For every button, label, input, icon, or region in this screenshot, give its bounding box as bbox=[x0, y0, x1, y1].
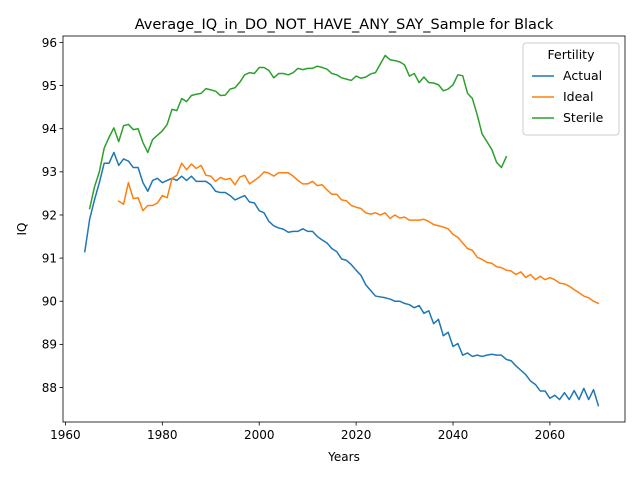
legend-title: Fertility bbox=[548, 47, 596, 62]
axes: 1960 1980 2000 2020 2040 2060 88 89 90 91 92 93 94 95… bbox=[42, 35, 626, 442]
axes-frame bbox=[62, 35, 626, 423]
series-line-sterile bbox=[88, 54, 508, 210]
y-tick-label: 93 bbox=[42, 165, 57, 179]
x-axis-label: Years bbox=[327, 450, 360, 464]
y-tick-label: 96 bbox=[42, 36, 57, 50]
legend: Fertility Actual Ideal Sterile bbox=[522, 42, 620, 136]
x-tick-label: 2000 bbox=[244, 428, 275, 442]
x-tick-label: 2060 bbox=[535, 428, 566, 442]
x-tick-label: 2020 bbox=[341, 428, 372, 442]
y-tick-label: 90 bbox=[42, 295, 57, 309]
y-tick-label: 94 bbox=[42, 122, 57, 136]
chart-title: Average_IQ_in_DO_NOT_HAVE_ANY_SAY_Sample… bbox=[135, 17, 554, 33]
series-line-actual bbox=[83, 151, 600, 407]
y-tick-label: 89 bbox=[42, 338, 57, 352]
x-tick-label: 2040 bbox=[438, 428, 469, 442]
y-axis-label: IQ bbox=[15, 223, 29, 236]
y-tick-label: 95 bbox=[42, 79, 57, 93]
x-tick-label: 1960 bbox=[50, 428, 81, 442]
legend-entry-actual: Actual bbox=[563, 68, 602, 83]
legend-box bbox=[522, 42, 620, 136]
y-tick-label: 88 bbox=[42, 381, 57, 395]
y-tick-label: 92 bbox=[42, 208, 57, 222]
x-tick-label: 1980 bbox=[147, 428, 178, 442]
plot-area bbox=[83, 54, 600, 407]
legend-entry-ideal: Ideal bbox=[563, 89, 593, 104]
y-tick-label: 91 bbox=[42, 251, 57, 265]
legend-entry-sterile: Sterile bbox=[563, 110, 604, 125]
series-line-ideal bbox=[117, 162, 600, 305]
